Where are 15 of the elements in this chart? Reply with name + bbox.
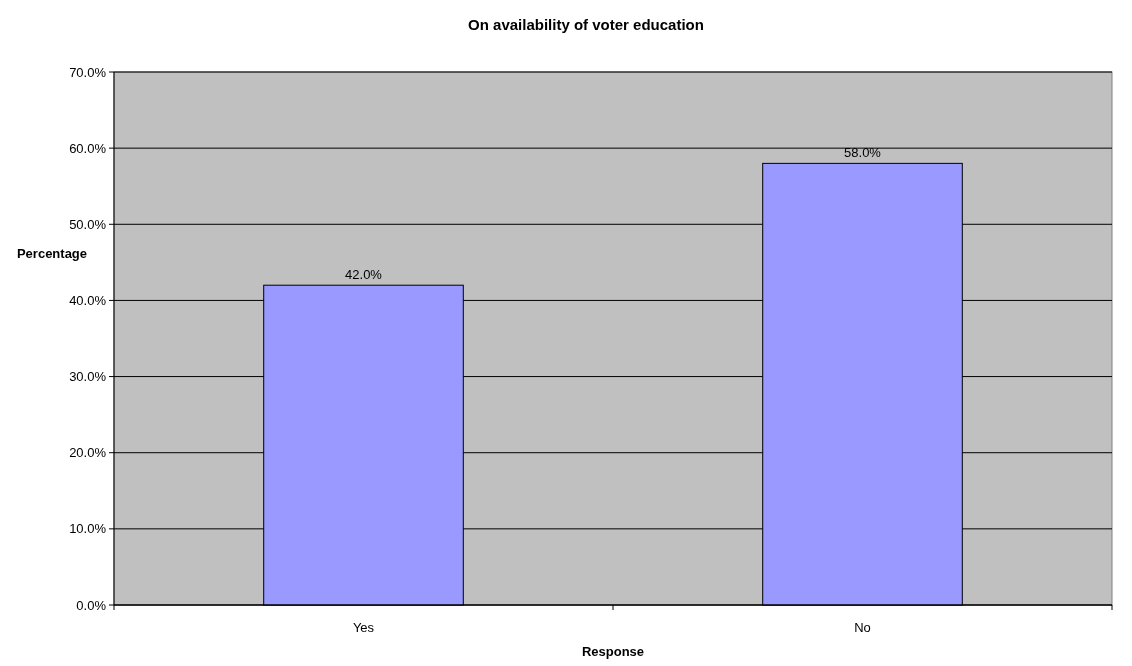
y-tick-label: 60.0%: [69, 140, 107, 156]
y-tick-label: 30.0%: [69, 369, 107, 385]
chart-title: On availability of voter education: [468, 16, 704, 33]
x-tick-label: No: [854, 620, 871, 635]
data-label: 42.0%: [345, 267, 383, 283]
y-tick-label: 50.0%: [69, 216, 107, 232]
x-axis-title: Response: [581, 644, 645, 659]
y-tick-label: 40.0%: [69, 292, 107, 308]
x-tick-label: Yes: [352, 620, 375, 635]
y-tick-label: 10.0%: [69, 521, 107, 537]
y-axis-title: Percentage: [16, 246, 88, 261]
data-label: 58.0%: [844, 145, 882, 161]
y-tick-label: 70.0%: [69, 64, 107, 80]
y-tick-label: 0.0%: [76, 597, 107, 613]
y-tick-label: 20.0%: [69, 445, 107, 461]
